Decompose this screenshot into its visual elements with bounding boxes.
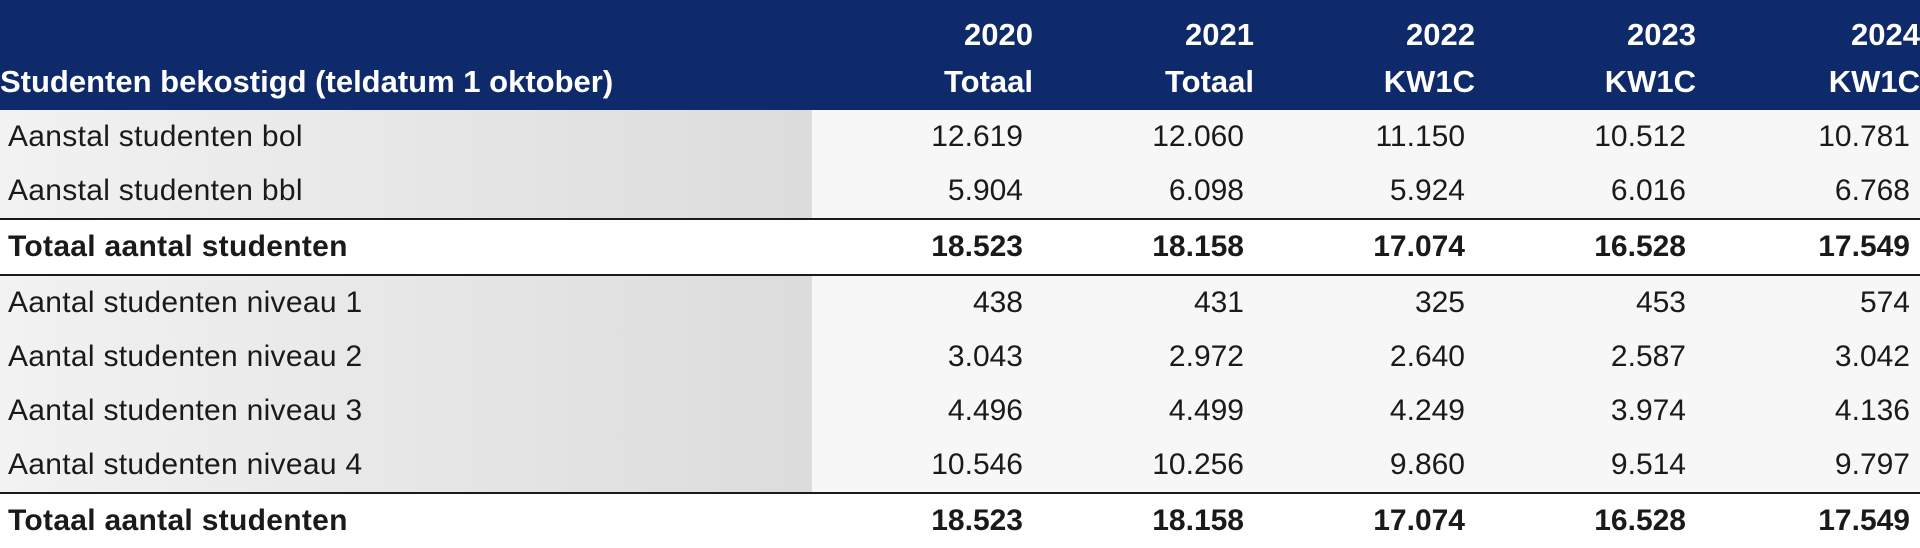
header-row-label: Studenten bekostigd (teldatum 1 oktober): [0, 53, 812, 110]
row-label: Totaal aantal studenten: [0, 218, 812, 275]
header-subtitle-2023: KW1C: [1475, 53, 1696, 110]
table-row: Aantal studenten niveau 1 438 431 325 45…: [0, 274, 1920, 330]
cell-value: 3.974: [1475, 384, 1696, 438]
header-subtitle-row: Studenten bekostigd (teldatum 1 oktober)…: [0, 53, 1920, 110]
cell-value: 18.158: [1033, 218, 1254, 275]
cell-value: 6.768: [1696, 164, 1920, 219]
cell-value: 9.514: [1475, 438, 1696, 493]
table-body: Aanstal studenten bol 12.619 12.060 11.1…: [0, 110, 1920, 548]
cell-value: 18.523: [812, 218, 1033, 275]
table-row: Aantal studenten niveau 3 4.496 4.499 4.…: [0, 384, 1920, 438]
header-empty-cell: [0, 0, 812, 53]
header-year-2022: 2022: [1254, 0, 1475, 53]
header-year-row: 2020 2021 2022 2023 2024: [0, 0, 1920, 53]
total-row: Totaal aantal studenten 18.523 18.158 17…: [0, 218, 1920, 275]
cell-value: 10.546: [812, 438, 1033, 493]
cell-value: 18.523: [812, 492, 1033, 548]
cell-value: 2.587: [1475, 330, 1696, 384]
cell-value: 9.860: [1254, 438, 1475, 493]
cell-value: 4.249: [1254, 384, 1475, 438]
header-subtitle-2024: KW1C: [1696, 53, 1920, 110]
header-subtitle-2020: Totaal: [812, 53, 1033, 110]
cell-value: 18.158: [1033, 492, 1254, 548]
row-label: Aantal studenten niveau 4: [0, 438, 812, 493]
cell-value: 574: [1696, 274, 1920, 330]
cell-value: 10.256: [1033, 438, 1254, 493]
header-year-2023: 2023: [1475, 0, 1696, 53]
cell-value: 4.136: [1696, 384, 1920, 438]
cell-value: 9.797: [1696, 438, 1920, 493]
row-label: Totaal aantal studenten: [0, 492, 812, 548]
table-row: Aanstal studenten bol 12.619 12.060 11.1…: [0, 110, 1920, 164]
cell-value: 16.528: [1475, 218, 1696, 275]
cell-value: 2.972: [1033, 330, 1254, 384]
cell-value: 17.074: [1254, 218, 1475, 275]
cell-value: 6.016: [1475, 164, 1696, 219]
header-year-2024: 2024: [1696, 0, 1920, 53]
row-label: Aantal studenten niveau 3: [0, 384, 812, 438]
cell-value: 325: [1254, 274, 1475, 330]
cell-value: 11.150: [1254, 110, 1475, 164]
cell-value: 10.781: [1696, 110, 1920, 164]
row-label: Aanstal studenten bol: [0, 110, 812, 164]
cell-value: 12.619: [812, 110, 1033, 164]
header-subtitle-2021: Totaal: [1033, 53, 1254, 110]
cell-value: 10.512: [1475, 110, 1696, 164]
table-row: Aantal studenten niveau 4 10.546 10.256 …: [0, 438, 1920, 493]
total-row: Totaal aantal studenten 18.523 18.158 17…: [0, 492, 1920, 548]
cell-value: 6.098: [1033, 164, 1254, 219]
cell-value: 438: [812, 274, 1033, 330]
cell-value: 5.924: [1254, 164, 1475, 219]
cell-value: 12.060: [1033, 110, 1254, 164]
cell-value: 4.499: [1033, 384, 1254, 438]
table-row: Aanstal studenten bbl 5.904 6.098 5.924 …: [0, 164, 1920, 219]
cell-value: 17.549: [1696, 492, 1920, 548]
cell-value: 453: [1475, 274, 1696, 330]
cell-value: 17.074: [1254, 492, 1475, 548]
row-label: Aanstal studenten bbl: [0, 164, 812, 219]
table-row: Aantal studenten niveau 2 3.043 2.972 2.…: [0, 330, 1920, 384]
cell-value: 16.528: [1475, 492, 1696, 548]
table-header: 2020 2021 2022 2023 2024 Studenten bekos…: [0, 0, 1920, 110]
header-year-2021: 2021: [1033, 0, 1254, 53]
cell-value: 5.904: [812, 164, 1033, 219]
cell-value: 3.042: [1696, 330, 1920, 384]
header-year-2020: 2020: [812, 0, 1033, 53]
cell-value: 4.496: [812, 384, 1033, 438]
header-subtitle-2022: KW1C: [1254, 53, 1475, 110]
cell-value: 2.640: [1254, 330, 1475, 384]
row-label: Aantal studenten niveau 1: [0, 274, 812, 330]
cell-value: 3.043: [812, 330, 1033, 384]
cell-value: 17.549: [1696, 218, 1920, 275]
cell-value: 431: [1033, 274, 1254, 330]
row-label: Aantal studenten niveau 2: [0, 330, 812, 384]
